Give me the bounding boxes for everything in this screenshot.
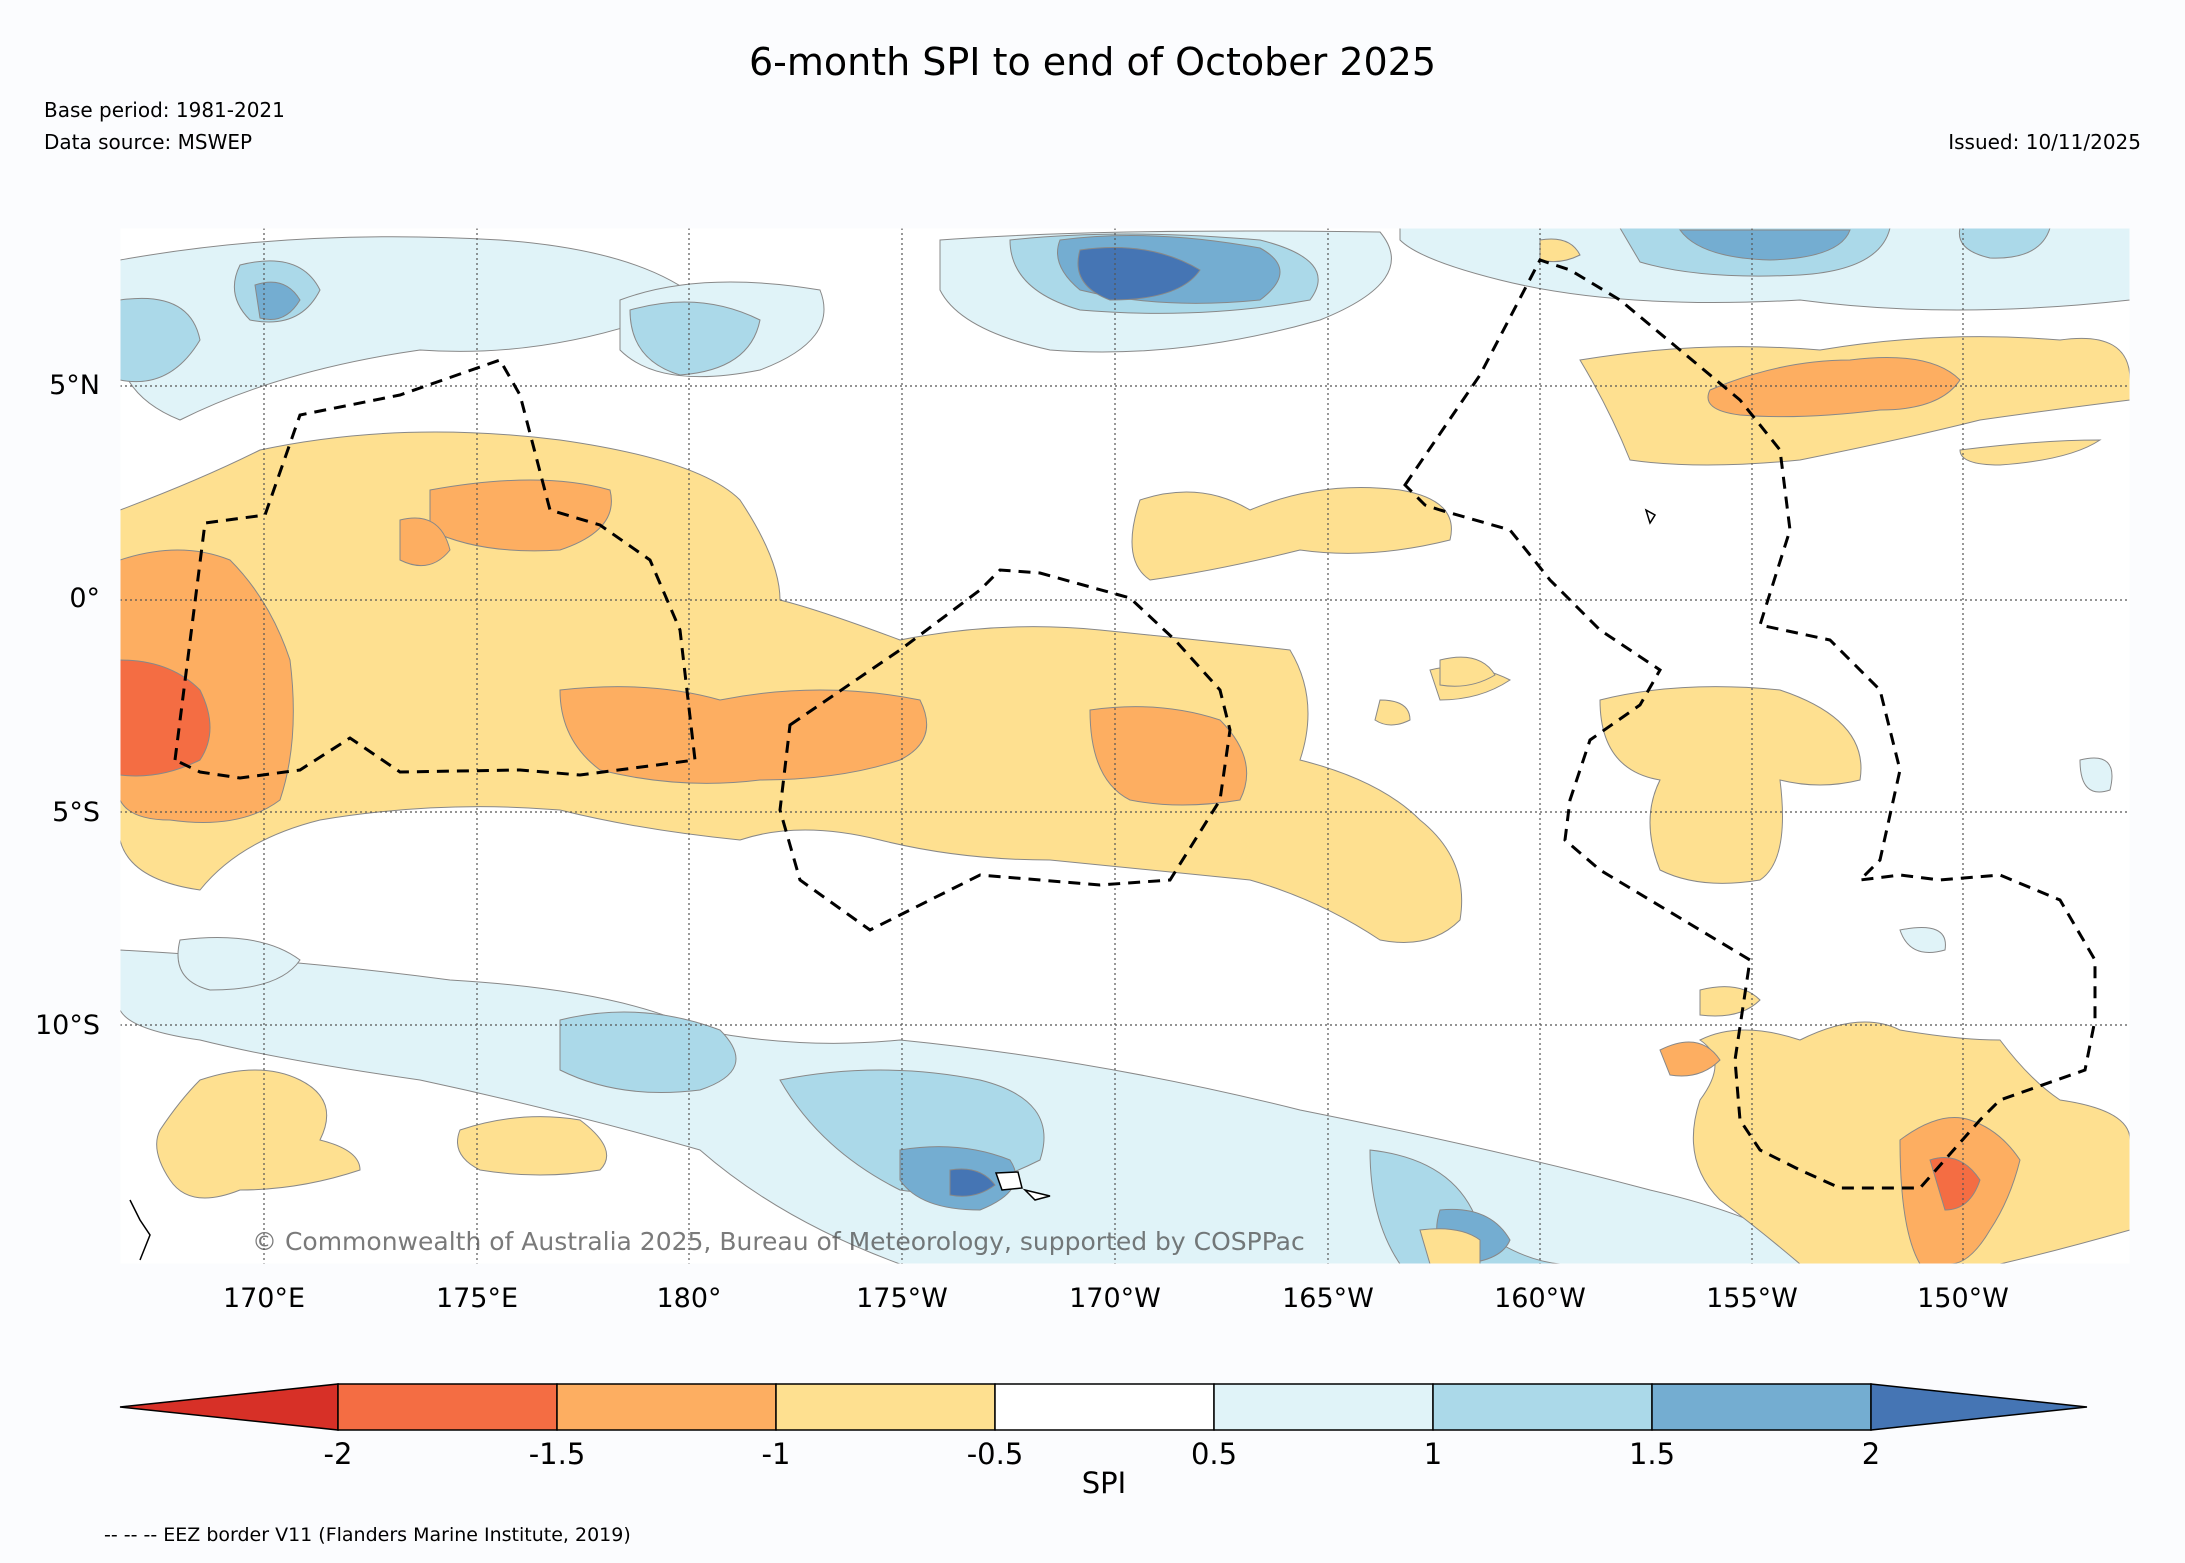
colorbar-tick-label: -2 — [323, 1437, 353, 1471]
map-gridlines — [120, 228, 2130, 1264]
lon-label-160w: 160°W — [1494, 1283, 1586, 1314]
colorbar-tick-label: -1 — [761, 1437, 791, 1471]
colorbar-segment — [1651, 1383, 1872, 1431]
lon-label-155w: 155°W — [1706, 1283, 1798, 1314]
eez-legend-note: -- -- -- EEZ border V11 (Flanders Marine… — [104, 1524, 631, 1546]
colorbar-tick-label: -0.5 — [966, 1437, 1024, 1471]
lon-label-150w: 150°W — [1917, 1283, 2009, 1314]
data-source: Data source: MSWEP — [44, 130, 253, 154]
lat-label-10s: 10°S — [35, 1010, 100, 1041]
base-period: Base period: 1981-2021 — [44, 98, 285, 122]
colorbar-tick-label: 1 — [1423, 1437, 1443, 1471]
spi-dry-moderate-areas — [120, 357, 2021, 1264]
lon-label-175w: 175°W — [856, 1283, 948, 1314]
lat-label-5n: 5°N — [49, 370, 100, 401]
map-border — [119, 227, 2131, 1265]
colorbar-segment — [994, 1383, 1215, 1431]
island-outlines — [129, 508, 1657, 1261]
colorbar-title: SPI — [1081, 1466, 1127, 1500]
colorbar-extend-high — [1870, 1383, 2088, 1431]
spi-dry-severe-areas — [120, 659, 1981, 1211]
colorbar-tick-label: -1.5 — [528, 1437, 586, 1471]
eez-borders — [173, 258, 2097, 1190]
map-title: 6-month SPI to end of October 2025 — [748, 40, 1437, 84]
lon-label-165w: 165°W — [1282, 1283, 1374, 1314]
lon-label-180: 180° — [656, 1283, 722, 1314]
colorbar-segment — [1213, 1383, 1434, 1431]
colorbar-tick-label: 0.5 — [1190, 1437, 1238, 1471]
lon-label-170e: 170°E — [222, 1283, 306, 1314]
lon-label-175e: 175°E — [435, 1283, 519, 1314]
colorbar-tick-label: 1.5 — [1628, 1437, 1676, 1471]
colorbar-segment — [775, 1383, 996, 1431]
spi-colorbar — [119, 1383, 2088, 1431]
copyright-notice: © Commonwealth of Australia 2025, Bureau… — [252, 1227, 1305, 1256]
colorbar-segment — [556, 1383, 777, 1431]
colorbar-segment — [337, 1383, 558, 1431]
spi-wet-extreme-areas — [949, 247, 1201, 1197]
colorbar-segment — [1432, 1383, 1653, 1431]
colorbar-extend-low — [119, 1383, 339, 1431]
colorbar-tick-label: 2 — [1861, 1437, 1881, 1471]
lat-label-0: 0° — [69, 583, 100, 614]
lon-label-170w: 170°W — [1069, 1283, 1161, 1314]
lat-label-5s: 5°S — [52, 797, 100, 828]
issued-date: Issued: 10/11/2025 — [1948, 130, 2141, 154]
